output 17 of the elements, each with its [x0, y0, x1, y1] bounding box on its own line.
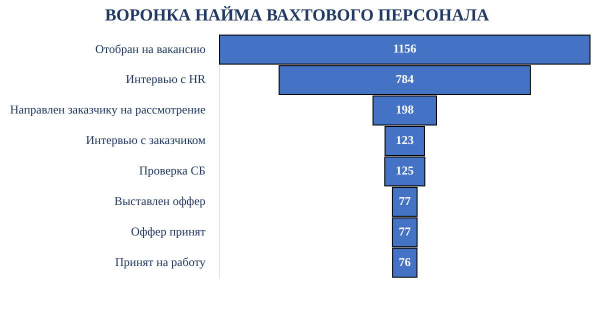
category-label: Проверка СБ [139, 164, 206, 178]
data-label: 77 [398, 224, 411, 238]
data-label: 1156 [393, 42, 416, 56]
data-label: 123 [396, 133, 414, 148]
data-label: 77 [398, 194, 411, 208]
category-label: Направлен заказчику на рассмотрение [10, 102, 206, 117]
data-label: 76 [398, 254, 411, 269]
text: ВОРОНКА НАЙМА ВАХТОВОГО ПЕРСОНАЛА [104, 6, 490, 25]
category-label: Оффер принят [131, 224, 206, 238]
data-label: 784 [396, 72, 414, 86]
category-label: Выставлен оффер [114, 194, 206, 208]
data-label: 198 [396, 102, 414, 117]
category-label: Интервью с заказчиком [86, 133, 206, 148]
category-label: Принят на работу [115, 254, 206, 269]
data-label: 125 [396, 164, 414, 178]
category-label: Интервью с HR [126, 72, 206, 86]
category-label: Отобран на вакансию [95, 42, 206, 56]
